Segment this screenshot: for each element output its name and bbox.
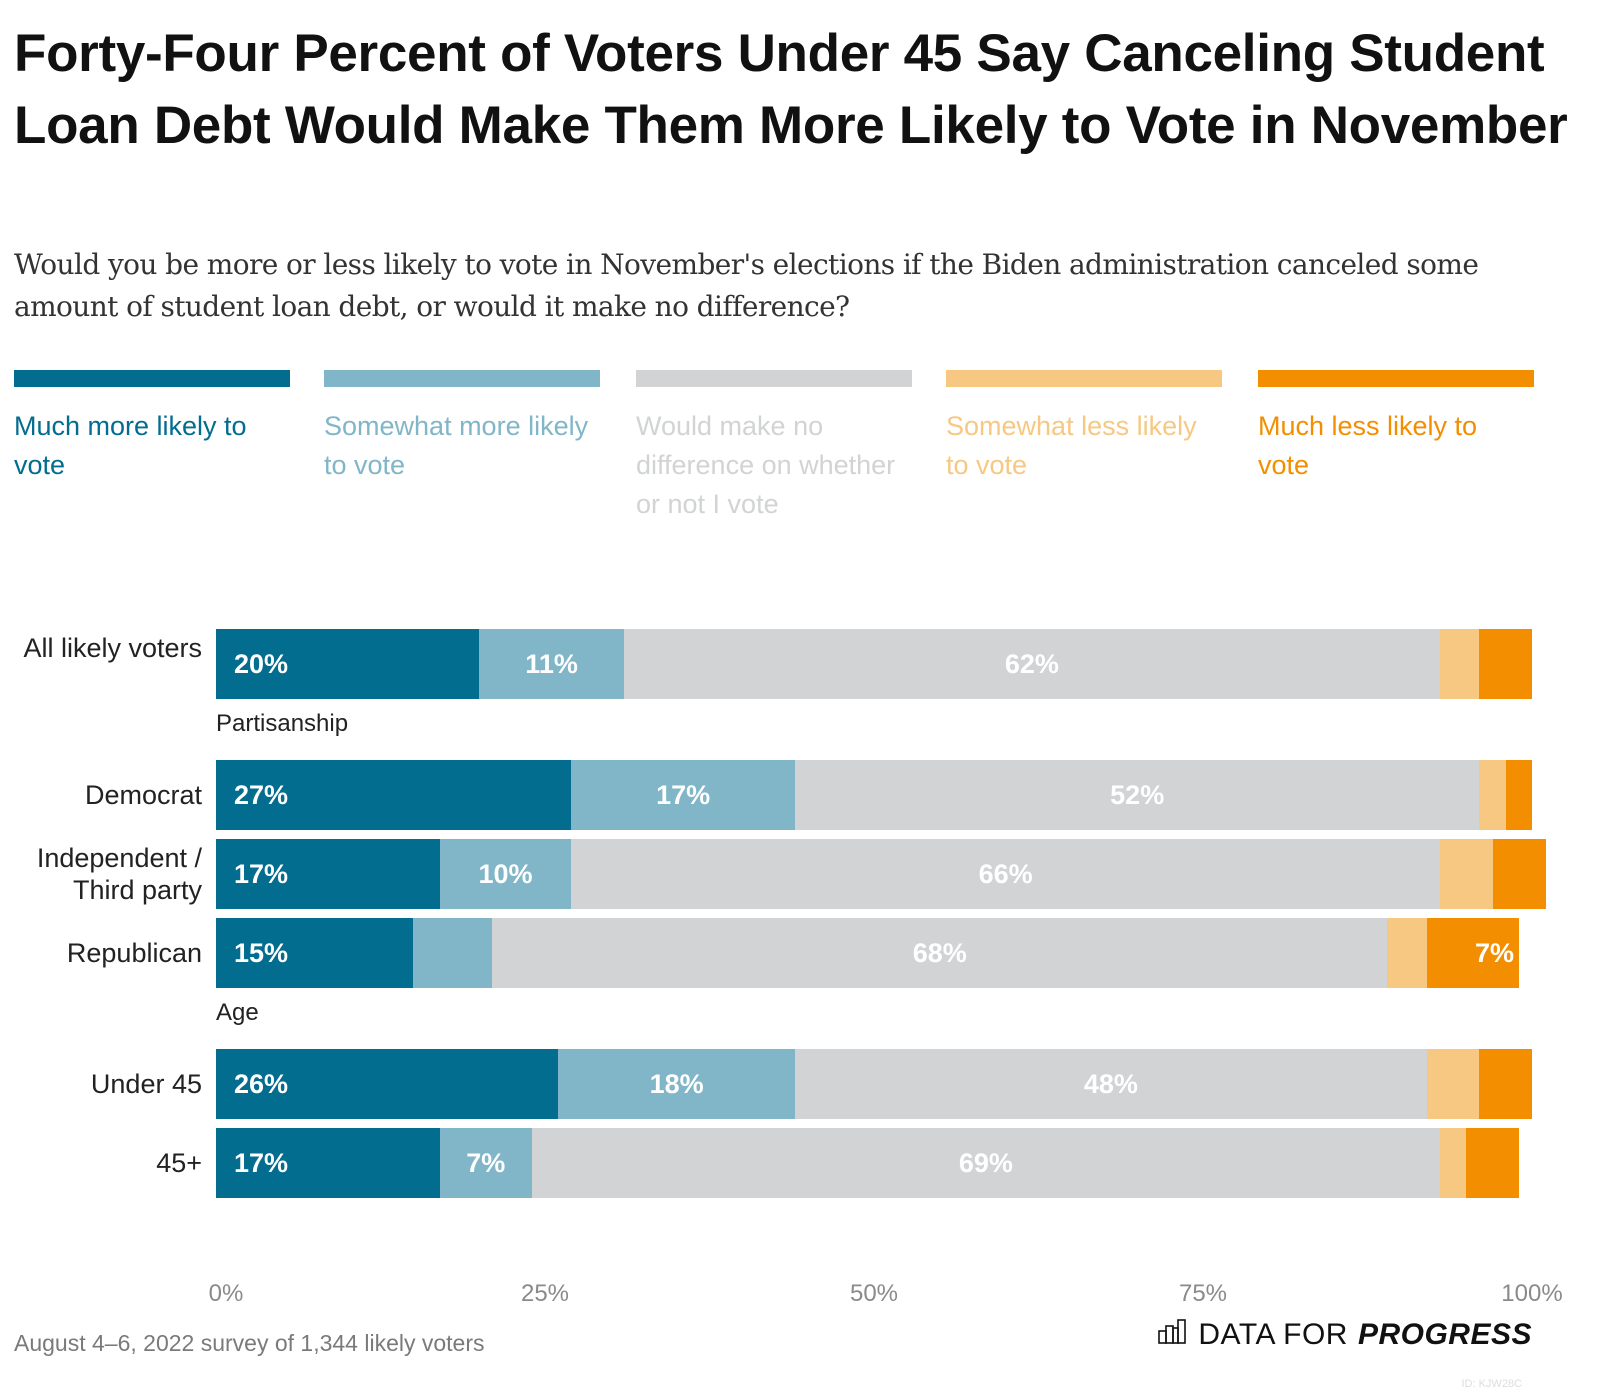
stacked-bar: 17% 10% 66%	[216, 839, 1546, 909]
row-label: 45+	[156, 1148, 202, 1178]
legend-label: Would make no difference on whether or n…	[636, 411, 896, 519]
legend-label: Much less likely to vote	[1258, 411, 1478, 480]
group-label: Age	[216, 999, 259, 1026]
stacked-bar: 15% 68% 7%	[216, 918, 1532, 988]
bar-segment	[1426, 918, 1520, 988]
bar-segment	[558, 1049, 796, 1119]
legend-swatch	[636, 370, 912, 387]
data-label: 11%	[525, 648, 578, 679]
data-label: 10%	[478, 858, 533, 889]
stacked-bar: 26% 18% 48%	[216, 1049, 1533, 1119]
legend-item: Much less likely to vote	[1258, 370, 1534, 485]
bar-segment	[623, 629, 1441, 699]
row-label: Democrat	[84, 780, 202, 810]
legend-label: Somewhat less likely to vote	[946, 411, 1197, 480]
bar-segment	[1439, 629, 1480, 699]
bar-segment	[1479, 760, 1507, 830]
data-label: 52%	[1110, 779, 1165, 810]
stacked-bar: 17% 7% 69%	[216, 1128, 1532, 1198]
bar-segment	[216, 629, 480, 699]
bar-segment	[1387, 918, 1428, 988]
legend-swatch	[1258, 370, 1534, 387]
chart-id: ID: KJW28C	[1461, 1378, 1522, 1390]
footer-note: August 4–6, 2022 survey of 1,344 likely …	[14, 1330, 485, 1356]
legend-item: Much more likely to vote	[14, 370, 290, 485]
bar-segment	[795, 760, 1480, 830]
x-tick-label: 25%	[520, 1280, 570, 1307]
bar-segment	[795, 1049, 1428, 1119]
legend-item: Somewhat more likely to vote	[324, 370, 600, 485]
row-label: Republican	[66, 938, 202, 968]
row-label: Under 45	[90, 1069, 202, 1099]
x-tick-label: 0%	[208, 1280, 244, 1307]
x-tick-label: 100%	[1501, 1280, 1563, 1307]
legend-swatch	[946, 370, 1222, 387]
bar-segment	[1505, 760, 1533, 830]
data-label: 7%	[1474, 937, 1514, 968]
bar-segment	[531, 1128, 1441, 1198]
data-label: 17%	[234, 858, 289, 889]
bar-segment	[216, 839, 441, 909]
legend-label: Much more likely to vote	[14, 411, 247, 480]
bar-segment	[571, 839, 1441, 909]
brand-text-bold: PROGRESS	[1357, 1318, 1532, 1351]
row-label: All likely voters	[23, 633, 202, 663]
bar-segment	[1479, 629, 1533, 699]
bar-chart-icon	[1158, 1318, 1188, 1352]
bar-segment	[1426, 1049, 1480, 1119]
bar-segment	[1439, 839, 1493, 909]
data-label: 26%	[234, 1068, 289, 1099]
x-tick-label: 75%	[1178, 1280, 1228, 1307]
chart-area: All likely voters 20% 11% 62% Partisanship De…	[0, 600, 1600, 1300]
brand-text-regular: DATA FOR	[1198, 1318, 1348, 1351]
data-label: 27%	[234, 779, 289, 810]
data-label: 15%	[234, 937, 289, 968]
bar-segment	[216, 1049, 559, 1119]
chart-title: Forty-Four Percent of Voters Under 45 Sa…	[14, 24, 1568, 155]
bar-segment	[571, 760, 796, 830]
bar-segment	[439, 1128, 533, 1198]
data-label: 20%	[234, 648, 289, 679]
bar-segment	[479, 629, 625, 699]
legend-item: Somewhat less likely to vote	[946, 370, 1222, 485]
legend: Much more likely to vote Somewhat more li…	[14, 370, 1534, 550]
legend-label: Somewhat more likely to vote	[324, 411, 589, 480]
bar-segment	[216, 1128, 441, 1198]
group-label: Partisanship	[216, 710, 349, 737]
legend-swatch	[324, 370, 600, 387]
row-label: Independent / Third party	[36, 843, 202, 905]
bar-segment	[1439, 1128, 1467, 1198]
bar-segment	[413, 918, 493, 988]
brand-logo: DATA FOR PROGRESS	[1158, 1318, 1532, 1352]
data-label: 48%	[1083, 1068, 1138, 1099]
data-label: 66%	[978, 858, 1033, 889]
bar-segment	[492, 918, 1388, 988]
data-label: 17%	[234, 1147, 289, 1178]
bar-segment	[216, 760, 572, 830]
data-label: 69%	[958, 1147, 1013, 1178]
data-label: 17%	[656, 779, 711, 810]
bar-segment	[1466, 1128, 1520, 1198]
bar-segment	[216, 918, 414, 988]
data-label: 18%	[649, 1068, 704, 1099]
stacked-bar: 20% 11% 62%	[216, 629, 1533, 699]
chart-subtitle: Would you be more or less likely to vote…	[14, 248, 1479, 323]
legend-item: Would make no difference on whether or n…	[636, 370, 912, 524]
data-label: 68%	[912, 937, 967, 968]
stacked-bar: 27% 17% 52%	[216, 760, 1533, 830]
data-label: 62%	[1004, 648, 1059, 679]
bar-segment	[439, 839, 572, 909]
x-tick-label: 50%	[849, 1280, 899, 1307]
bar-segment	[1479, 1049, 1533, 1119]
bar-segment	[1492, 839, 1546, 909]
legend-swatch	[14, 370, 290, 387]
data-label: 7%	[466, 1147, 506, 1178]
